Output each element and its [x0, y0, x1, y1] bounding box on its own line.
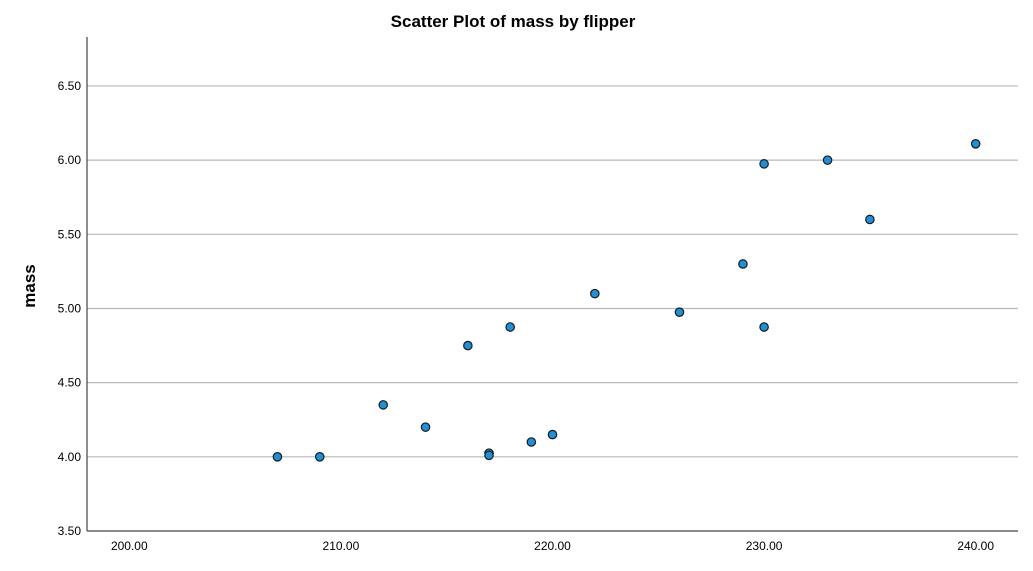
y-tick-label: 4.00: [58, 450, 82, 464]
x-tick-label: 220.00: [534, 539, 571, 553]
scatter-point: [822, 155, 833, 165]
scatter-point: [590, 288, 600, 299]
x-tick-label: 240.00: [957, 539, 994, 553]
axes: [86, 37, 1018, 532]
y-tick-label: 3.50: [58, 524, 82, 538]
y-tick-label: 5.00: [58, 301, 82, 315]
x-tick-label: 200.00: [111, 539, 148, 553]
data-points: [272, 139, 981, 462]
scatter-point: [970, 139, 981, 149]
scatter-point: [484, 450, 494, 461]
scatter-point: [420, 422, 431, 432]
y-tick-label: 6.50: [58, 79, 82, 93]
tick-labels: 3.50 4.00 4.50 5.00 5.50 6.00 6.50 200.00 210.00…: [58, 79, 995, 553]
y-tick-label: 5.50: [58, 227, 82, 241]
y-axis-label: mass: [20, 264, 39, 307]
scatter-point: [759, 159, 769, 169]
x-tick-label: 230.00: [746, 539, 783, 553]
y-tick-label: 4.50: [58, 376, 82, 390]
y-tick-label: 6.00: [58, 153, 82, 167]
scatter-point: [547, 429, 558, 440]
scatter-point: [738, 259, 748, 269]
scatter-point: [314, 452, 325, 462]
scatter-point: [865, 214, 875, 225]
gridlines: [87, 85, 1018, 458]
scatter-point: [378, 400, 389, 410]
scatter-point: [674, 307, 685, 317]
chart-title: Scatter Plot of mass by flipper: [391, 12, 636, 31]
x-tick-label: 210.00: [323, 539, 360, 553]
scatter-point: [526, 437, 537, 447]
scatter-point: [505, 322, 515, 332]
scatter-point: [272, 452, 283, 462]
scatter-point: [463, 340, 473, 351]
scatter-point: [759, 322, 769, 332]
